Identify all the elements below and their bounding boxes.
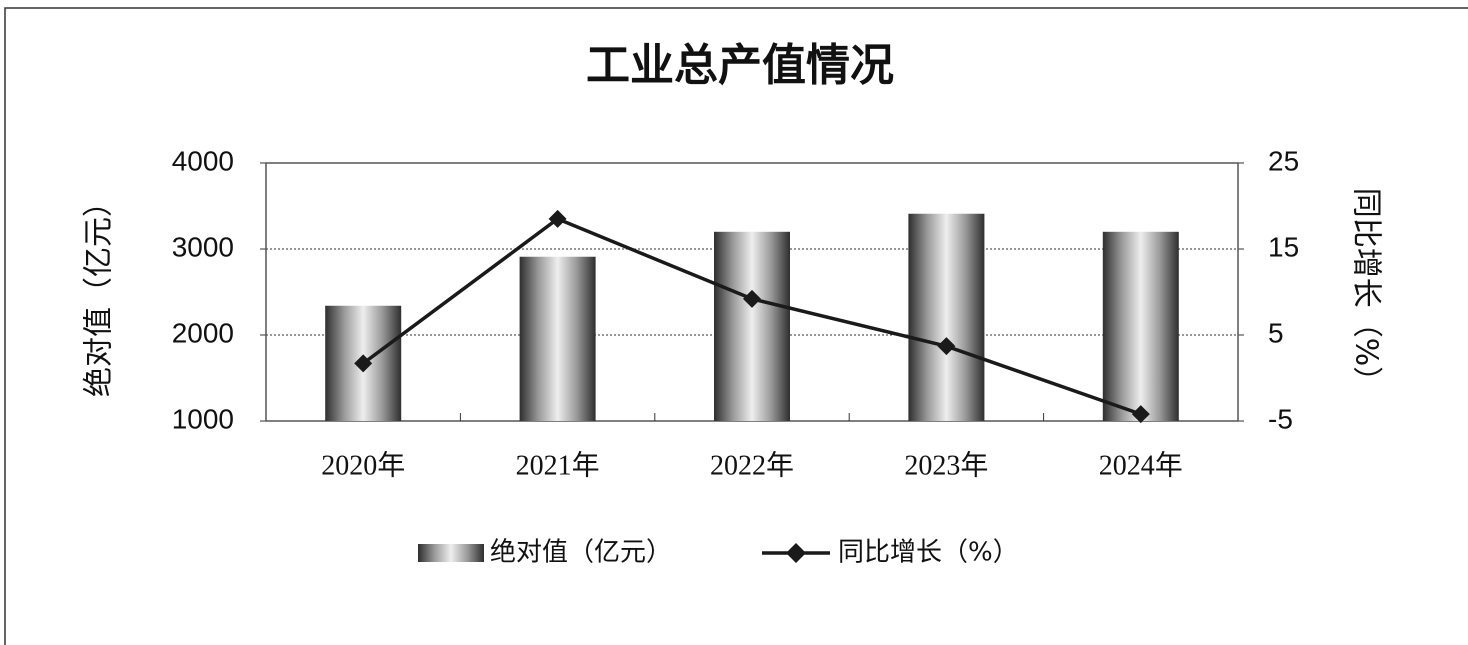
y-axis-title: 绝对值（亿元） <box>82 187 117 397</box>
y-tick-label: 4000 <box>172 145 234 176</box>
x-tick-label: 2021年 <box>516 449 600 481</box>
legend-swatch <box>418 544 484 562</box>
x-tick-label: 2022年 <box>710 449 794 481</box>
x-tick-label: 2024年 <box>1099 449 1183 481</box>
line-marker <box>937 337 956 356</box>
x-tick-label: 2020年 <box>321 449 405 481</box>
y2-tick-label: -5 <box>1268 403 1293 434</box>
y-tick-label: 2000 <box>172 317 234 348</box>
legend-label: 同比增长（%） <box>838 538 1019 568</box>
x-tick-label: 2023年 <box>904 449 988 481</box>
legend-swatch <box>786 543 806 563</box>
bar <box>519 256 596 421</box>
bar <box>908 213 985 421</box>
line-marker <box>354 354 373 373</box>
line-marker <box>548 209 567 228</box>
y2-tick-label: 25 <box>1268 145 1299 176</box>
line-marker <box>1131 405 1150 424</box>
bar <box>1102 231 1179 421</box>
y-tick-label: 1000 <box>172 403 234 434</box>
line-marker <box>743 289 761 308</box>
bar <box>714 231 790 421</box>
legend-label: 绝对值（亿元） <box>490 538 672 568</box>
frame <box>4 7 1468 645</box>
chart-title: 工业总产值情况 <box>586 40 894 91</box>
y-tick-label: 3000 <box>172 231 234 262</box>
y2-axis-title: 同比增长（%） <box>1349 188 1384 397</box>
y2-tick-label: 15 <box>1268 231 1299 262</box>
y2-tick-label: 5 <box>1268 317 1284 348</box>
